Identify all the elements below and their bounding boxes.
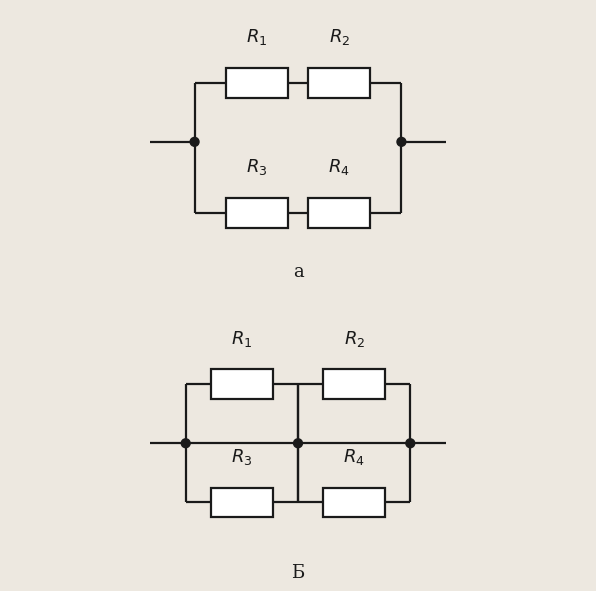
Bar: [308, 68, 370, 98]
Bar: [226, 198, 288, 228]
Circle shape: [190, 138, 199, 147]
Bar: [323, 488, 385, 517]
Circle shape: [406, 439, 415, 448]
Text: $R_2$: $R_2$: [343, 329, 365, 349]
Bar: [226, 68, 288, 98]
Text: a: a: [293, 263, 303, 281]
Text: $R_1$: $R_1$: [246, 27, 268, 47]
Bar: [308, 198, 370, 228]
Text: $R_3$: $R_3$: [231, 447, 253, 467]
Bar: [211, 488, 273, 517]
Bar: [211, 369, 273, 399]
Bar: [323, 369, 385, 399]
Text: $R_4$: $R_4$: [343, 447, 365, 467]
Circle shape: [181, 439, 190, 448]
Text: Б: Б: [291, 564, 305, 582]
Text: $R_3$: $R_3$: [246, 157, 268, 177]
Circle shape: [294, 439, 302, 448]
Circle shape: [397, 138, 406, 147]
Text: $R_2$: $R_2$: [329, 27, 350, 47]
Text: $R_4$: $R_4$: [328, 157, 350, 177]
Text: $R_1$: $R_1$: [231, 329, 253, 349]
